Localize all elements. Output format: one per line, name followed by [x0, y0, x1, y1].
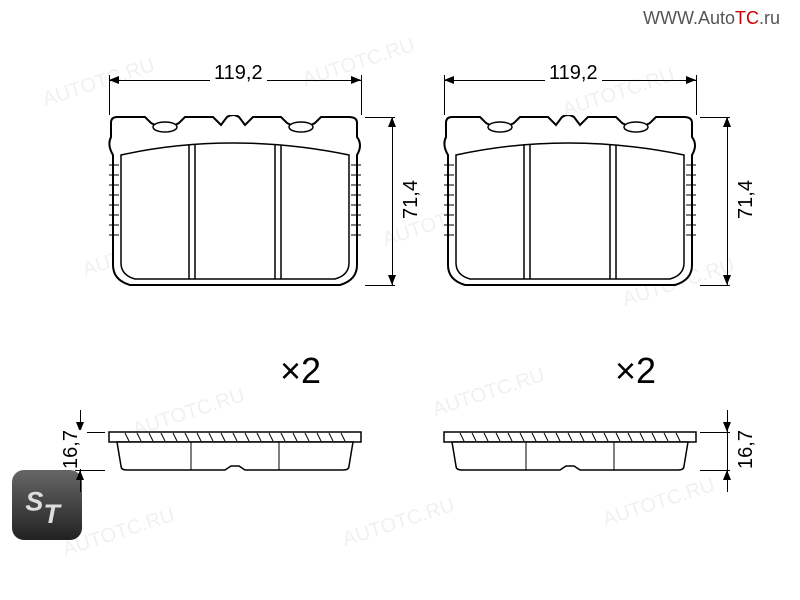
pad-side-right — [440, 430, 700, 472]
dim-tick — [365, 117, 395, 118]
watermark-text: AUTOTC.RU — [40, 54, 158, 112]
dim-width-left-label: 119,2 — [210, 62, 267, 85]
pad-side-left — [105, 430, 365, 472]
watermark-text: AUTOTC.RU — [600, 474, 718, 532]
arrow-icon — [723, 470, 731, 480]
arrow-icon — [723, 422, 731, 432]
dim-height-right-line — [727, 117, 728, 285]
dim-tick — [700, 470, 730, 471]
dim-tick — [365, 285, 395, 286]
dim-thick-right-label: 16,7 — [731, 430, 762, 469]
dim-thick-right-line — [727, 432, 728, 470]
source-url: WWW.AutoTC.ru — [643, 8, 780, 29]
dim-height-left-label: 71,4 — [396, 180, 427, 219]
arrow-icon — [76, 470, 84, 480]
dim-tick — [361, 75, 362, 115]
quantity-right: ×2 — [615, 350, 656, 392]
dim-thick-left-label: 16,7 — [56, 430, 87, 469]
url-suffix: .ru — [759, 8, 780, 28]
arrow-icon — [723, 275, 731, 285]
arrow-icon — [388, 275, 396, 285]
watermark-text: AUTOTC.RU — [430, 364, 548, 422]
dim-width-right-label: 119,2 — [545, 62, 602, 85]
arrow-icon — [444, 76, 454, 84]
dim-tick — [700, 432, 730, 433]
logo-text-2: T — [43, 499, 62, 529]
quantity-left: ×2 — [280, 350, 321, 392]
dim-tick — [700, 117, 730, 118]
drawing-canvas: AUTOTC.RUAUTOTC.RUAUTOTC.RUAUTOTC.RUAUTO… — [0, 0, 800, 600]
url-red: TC — [735, 8, 759, 28]
dim-tick — [700, 285, 730, 286]
arrow-icon — [351, 76, 361, 84]
pad-face-left — [105, 115, 365, 290]
arrow-icon — [388, 117, 396, 127]
dim-tick — [109, 75, 110, 115]
url-prefix: WWW. — [643, 8, 698, 28]
dim-height-right-label: 71,4 — [731, 180, 762, 219]
dim-tick — [696, 75, 697, 115]
url-mid: Auto — [698, 8, 735, 28]
logo-text: S — [25, 486, 43, 516]
dim-tick — [75, 470, 105, 471]
arrow-icon — [723, 117, 731, 127]
dim-tick — [444, 75, 445, 115]
pad-face-right — [440, 115, 700, 290]
dim-height-left-line — [392, 117, 393, 285]
brand-logo-svg: S T — [20, 478, 74, 532]
arrow-icon — [686, 76, 696, 84]
watermark-text: AUTOTC.RU — [340, 494, 458, 552]
brand-logo: S T — [12, 470, 82, 540]
arrow-icon — [109, 76, 119, 84]
